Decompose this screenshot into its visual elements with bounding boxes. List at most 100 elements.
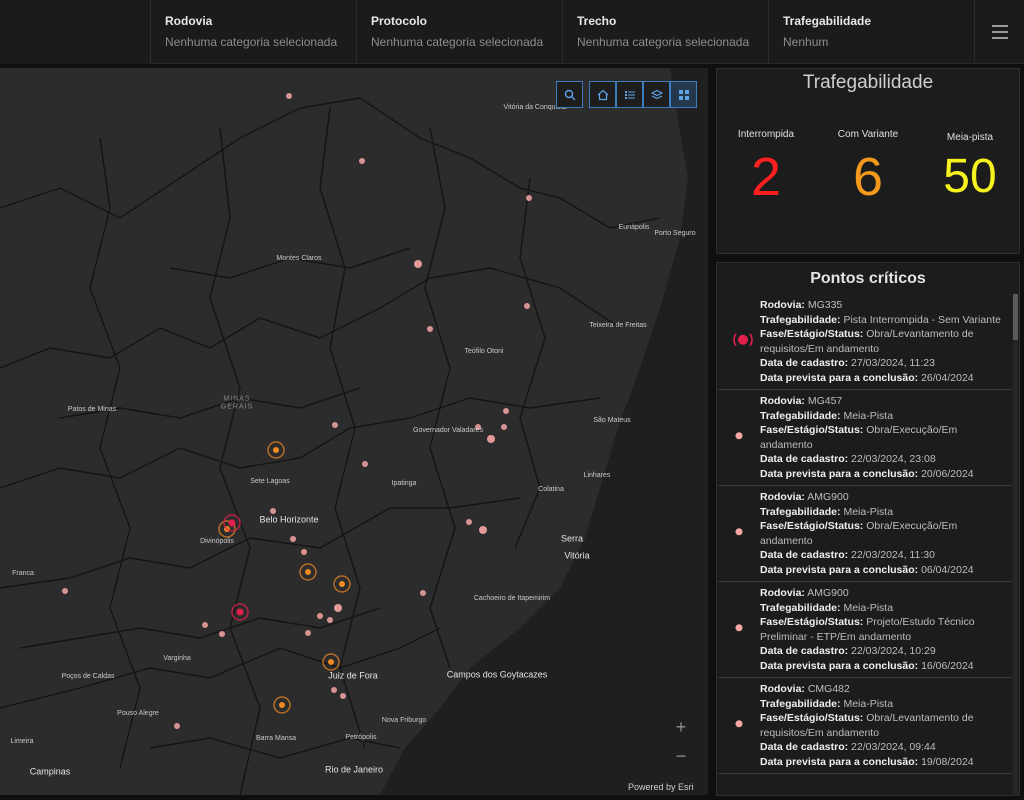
list-item[interactable]: Rodovia: CMG482 Trafegabilidade: Meia-Pi… [718, 678, 1012, 774]
trafegabilidade-panel [716, 68, 1020, 254]
city-label: Barra Mansa [255, 734, 297, 742]
hamburger-menu-icon [991, 23, 1008, 41]
label-cadastro: Data de cadastro: [760, 645, 849, 657]
label-cadastro: Data de cadastro: [760, 453, 849, 465]
value-prevista: 16/06/2024 [921, 659, 974, 672]
kpi-value: 50 [943, 150, 997, 203]
label-fase: Fase/Estágio/Status: [760, 520, 864, 532]
list-item[interactable]: Rodovia: MG335 Trafegabilidade: Pista In… [718, 294, 1012, 390]
half-lane-marker-icon [733, 621, 745, 638]
kpi-value: 2 [750, 147, 782, 207]
label-trafegabilidade: Trafegabilidade: [760, 313, 841, 326]
value-prevista: 06/04/2024 [921, 563, 974, 576]
value-cadastro: 22/03/2024, 09:44 [851, 741, 936, 753]
map-view[interactable]: Vitória da Conquista Eunápolis Porto Seg… [0, 68, 708, 795]
label-cadastro: Data de cadastro: [760, 741, 849, 753]
filter-value: Nenhuma categoria selecionada [165, 35, 338, 49]
city-label: Teófilo Otoni [464, 347, 504, 355]
pontos-criticos-list[interactable]: Rodovia: MG335 Trafegabilidade: Pista In… [718, 294, 1012, 794]
city-label: Patos de Minas [67, 405, 117, 413]
list-item[interactable]: Rodovia: AMG900 Trafegabilidade: Meia-Pi… [718, 486, 1012, 582]
city-label: Divinópolis [200, 537, 234, 545]
label-rodovia: Rodovia: [760, 491, 805, 503]
city-label: São Mateus [593, 416, 631, 424]
value-trafegabilidade: Meia-Pista [843, 601, 894, 614]
map-toolbar [556, 81, 697, 108]
city-label: Campinas [29, 766, 71, 777]
label-trafegabilidade: Trafegabilidade: [760, 505, 841, 518]
pontos-criticos-title: Pontos críticos [810, 270, 926, 287]
label-trafegabilidade: Trafegabilidade: [760, 697, 841, 710]
city-label: Eunápolis [618, 223, 650, 231]
city-label: Vitória [564, 550, 590, 561]
label-trafegabilidade: Trafegabilidade: [760, 601, 841, 614]
filter-trafegabilidade[interactable]: Trafegabilidade Nenhum [768, 0, 974, 64]
filter-title: Trafegabilidade [783, 14, 872, 28]
label-fase: Fase/Estágio/Status: [760, 616, 864, 628]
scrollbar-thumb[interactable] [1013, 294, 1018, 340]
value-prevista: 20/06/2024 [921, 467, 974, 480]
search-icon[interactable] [556, 81, 583, 108]
list-scrollbar[interactable] [1013, 294, 1018, 794]
menu-button[interactable] [974, 0, 1024, 64]
city-label: Juiz de Fora [328, 670, 378, 681]
city-label: Limeira [10, 737, 34, 745]
layers-icon[interactable] [643, 81, 670, 108]
city-label: Petrópolis [345, 733, 377, 741]
kpi-meia-pista: Meia-pista 50 [928, 132, 1012, 201]
label-rodovia: Rodovia: [760, 395, 805, 407]
value-fase: Obra/Levantamento de requisitos/Em andam… [760, 328, 974, 355]
zoom-in-button[interactable]: + [675, 716, 687, 737]
city-label: Cachoeiro de Itapemirim [473, 594, 551, 602]
value-cadastro: 27/03/2024, 11:23 [851, 357, 935, 369]
kpi-value: 6 [852, 147, 884, 207]
value-trafegabilidade: Meia-Pista [843, 505, 894, 518]
city-label: Linhares [583, 471, 611, 479]
state-label: MINAS GERAIS [220, 395, 254, 411]
label-prevista: Data prevista para a conclusão: [760, 659, 919, 672]
powered-by-esri: Powered by Esri [628, 782, 694, 792]
zoom-out-button[interactable]: − [675, 745, 687, 766]
city-label: Pouso Alegre [117, 709, 159, 717]
value-fase: Obra/Execução/Em andamento [760, 424, 958, 451]
filter-value: Nenhuma categoria selecionada [371, 35, 544, 49]
city-label: Campos dos Goytacazes [446, 669, 548, 680]
city-label: Vitória da Conquista [503, 103, 567, 111]
label-fase: Fase/Estágio/Status: [760, 328, 864, 340]
list-item[interactable]: Rodovia: AMG900 Trafegabilidade: Meia-Pi… [718, 582, 1012, 678]
interrupted-marker-icon [730, 329, 756, 354]
city-label: Serra [560, 533, 584, 544]
filter-trecho[interactable]: Trecho Nenhuma categoria selecionada [562, 0, 768, 64]
half-lane-marker-icon [733, 429, 745, 446]
city-label: Montes Claros [276, 254, 322, 262]
value-prevista: 19/08/2024 [921, 755, 974, 768]
basemap-grid-icon[interactable] [670, 81, 697, 108]
half-lane-marker-icon [733, 525, 745, 542]
label-trafegabilidade: Trafegabilidade: [760, 409, 841, 422]
filter-bar: Rodovia Nenhuma categoria selecionada Pr… [0, 0, 1024, 64]
label-prevista: Data prevista para a conclusão: [760, 563, 919, 576]
label-fase: Fase/Estágio/Status: [760, 712, 864, 724]
city-label: Franca [12, 569, 34, 577]
value-rodovia: MG335 [807, 299, 843, 311]
home-icon[interactable] [589, 81, 616, 108]
filter-rodovia[interactable]: Rodovia Nenhuma categoria selecionada [150, 0, 356, 64]
city-label: Porto Seguro [654, 229, 696, 237]
legend-list-icon[interactable] [616, 81, 643, 108]
value-trafegabilidade: Pista Interrompida - Sem Variante [843, 313, 1001, 326]
city-label: Poços de Caldas [61, 672, 115, 680]
filter-protocolo[interactable]: Protocolo Nenhuma categoria selecionada [356, 0, 562, 64]
value-cadastro: 22/03/2024, 11:30 [851, 549, 935, 561]
label-cadastro: Data de cadastro: [760, 357, 849, 369]
city-label: Colatina [538, 485, 564, 493]
value-fase: Obra/Levantamento de requisitos/Em andam… [760, 712, 974, 739]
list-item[interactable]: Rodovia: MG457 Trafegabilidade: Meia-Pis… [718, 390, 1012, 486]
label-prevista: Data prevista para a conclusão: [760, 371, 919, 384]
value-rodovia: CMG482 [807, 683, 850, 695]
ocean-area [380, 68, 708, 795]
kpi-label: Meia-pista [946, 132, 994, 143]
city-label: Varginha [163, 654, 191, 662]
value-trafegabilidade: Meia-Pista [843, 697, 894, 710]
kpi-com-variante: Com Variante 6 [828, 129, 908, 204]
city-label: Belo Horizonte [259, 514, 319, 525]
